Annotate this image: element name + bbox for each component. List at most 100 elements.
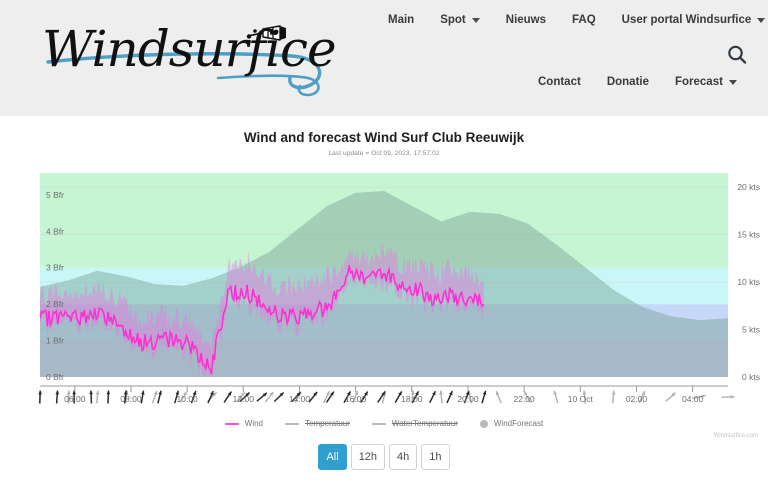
wind-direction-arrow: [439, 390, 443, 404]
search-button[interactable]: [724, 42, 750, 68]
nav-label: Spot: [440, 14, 466, 26]
x-axis-tick-label: 10:00: [177, 394, 199, 404]
site-logo[interactable]: Windsurfice: [40, 14, 340, 97]
wind-direction-arrow: [264, 391, 274, 403]
windsock-icon: [246, 25, 286, 41]
wind-direction-arrow: [95, 390, 100, 404]
nav-item-forecast[interactable]: Forecast: [675, 76, 737, 88]
wind-direction-arrow: [256, 392, 268, 402]
legend-label: WaterTemperatuur: [391, 419, 458, 428]
chevron-down-icon: [728, 79, 737, 85]
nav-label: FAQ: [572, 14, 596, 26]
legend-line-icon: [371, 422, 386, 425]
legend-item-windforecast[interactable]: WindForecast: [479, 419, 544, 428]
nav-item-main[interactable]: Main: [388, 14, 414, 26]
gust-area: [40, 242, 484, 377]
x-axis-tick-label: 08:00: [120, 394, 142, 404]
site-header: Windsurfice Main Spot Nieuws FAQ User po…: [0, 0, 768, 116]
chevron-down-icon: [757, 17, 766, 23]
secondary-navigation: Contact Donatie Forecast: [538, 76, 737, 88]
legend-item-temperatuur[interactable]: Temperatuur: [285, 419, 350, 428]
wind-direction-arrow: [692, 394, 706, 400]
y-axis-left-tick-label: 4 Bfr: [46, 226, 64, 236]
wind-direction-arrow: [325, 391, 335, 403]
y-axis-right-tick-label: 20 kts: [737, 182, 760, 192]
x-axis-tick-label: 20:00: [457, 394, 479, 404]
legend-item-wind[interactable]: Wind: [224, 419, 263, 428]
wind-direction-arrow: [523, 390, 532, 404]
wind-line: [40, 265, 485, 375]
legend-label: WindForecast: [493, 419, 544, 428]
wind-direction-arrow: [481, 390, 487, 404]
time-range-selector: All 12h 4h 1h: [0, 444, 768, 470]
wind-direction-arrow: [89, 390, 93, 404]
search-icon: [728, 45, 747, 64]
range-button-all[interactable]: All: [318, 444, 347, 470]
y-axis-right-tick-label: 10 kts: [737, 277, 760, 287]
legend-line-icon: [224, 422, 239, 425]
wind-forecast-area: [40, 191, 728, 377]
y-axis-right-tick-label: 0 kts: [742, 372, 760, 382]
nav-item-faq[interactable]: FAQ: [572, 14, 596, 26]
nav-item-nieuws[interactable]: Nieuws: [506, 14, 546, 26]
x-axis-ticks: 06:00 08:00 10:00 12:00 14:00 16:00 18:00 20:00…: [64, 386, 704, 404]
x-axis-tick-label: 22:00: [513, 394, 535, 404]
wind-direction-arrow: [38, 390, 42, 404]
wind-direction-arrow: [377, 391, 386, 403]
legend-label: Temperatuur: [305, 419, 350, 428]
nav-item-contact[interactable]: Contact: [538, 76, 581, 88]
wind-direction-arrow: [721, 395, 735, 399]
x-axis-tick-label: 12:00: [233, 394, 255, 404]
x-axis-tick-label: 18:00: [401, 394, 423, 404]
y-axis-left-labels: 0 Bfr 1 Bfr 2 Bfr 3 Bfr 4 Bfr 5 Bfr: [46, 190, 64, 382]
wind-direction-arrow: [72, 390, 76, 404]
wind-direction-arrow: [173, 390, 180, 404]
x-axis-tick-label: 02:00: [626, 394, 648, 404]
y-axis-right-tick-label: 15 kts: [737, 230, 760, 240]
nav-label: User portal Windsurfice: [621, 14, 752, 26]
wind-direction-arrow: [223, 391, 233, 403]
wind-forecast-chart[interactable]: 06:00 08:00 10:00 12:00 14:00 16:00 18:00 20:00…: [0, 165, 768, 439]
chart-gridlines: [40, 186, 728, 330]
range-button-1h[interactable]: 1h: [421, 444, 450, 470]
range-button-12h[interactable]: 12h: [350, 444, 386, 470]
y-axis-right-labels: 0 kts 5 kts 10 kts 15 kts 20 kts: [737, 182, 760, 382]
wind-direction-arrow: [638, 390, 646, 404]
beaufort-band-3: [40, 173, 728, 268]
range-button-4h[interactable]: 4h: [389, 444, 418, 470]
page-title: Wind and forecast Wind Surf Club Reeuwij…: [243, 130, 525, 145]
nav-item-spot[interactable]: Spot: [440, 14, 480, 26]
legend-dot-icon: [479, 419, 488, 428]
legend-item-watertemperatuur[interactable]: WaterTemperatuur: [371, 419, 458, 428]
y-axis-left-tick-label: 5 Bfr: [46, 190, 64, 200]
y-axis-left-tick-label: 0 Bfr: [46, 372, 64, 382]
wind-direction-arrow: [151, 390, 158, 404]
x-axis-tick-label: 14:00: [289, 394, 311, 404]
wind-direction-arrow: [665, 392, 677, 402]
primary-navigation: Main Spot Nieuws FAQ User portal Windsur…: [388, 14, 766, 26]
wind-direction-arrow: [553, 390, 559, 404]
wind-direction-arrow: [123, 390, 128, 404]
wind-direction-arrow: [273, 391, 285, 403]
wind-direction-arrow: [429, 390, 437, 404]
x-axis-tick-label: 04:00: [682, 394, 704, 404]
wind-direction-arrow: [190, 390, 197, 404]
wind-direction-arrow: [352, 390, 359, 404]
wind-direction-arrow: [360, 391, 369, 403]
nav-item-donatie[interactable]: Donatie: [607, 76, 649, 88]
wind-direction-arrow: [291, 391, 301, 403]
wind-direction-arrow: [611, 390, 616, 404]
x-axis-tick-label: 06:00: [64, 394, 86, 404]
nav-label: Contact: [538, 76, 581, 88]
wind-direction-arrow: [157, 390, 162, 404]
legend-line-icon: [285, 422, 299, 425]
logo-wordmark: Windsurfice: [42, 20, 337, 78]
wind-direction-arrow: [235, 391, 246, 403]
legend-label: Wind: [244, 419, 263, 428]
chart-canvas: 06:00 08:00 10:00 12:00 14:00 16:00 18:00 20:00…: [38, 173, 760, 404]
nav-label: Forecast: [674, 76, 723, 88]
wind-direction-arrow: [582, 390, 587, 404]
nav-item-user-portal[interactable]: User portal Windsurfice: [622, 14, 766, 26]
wind-direction-arrow: [106, 390, 111, 404]
nav-label: Donatie: [606, 76, 649, 88]
